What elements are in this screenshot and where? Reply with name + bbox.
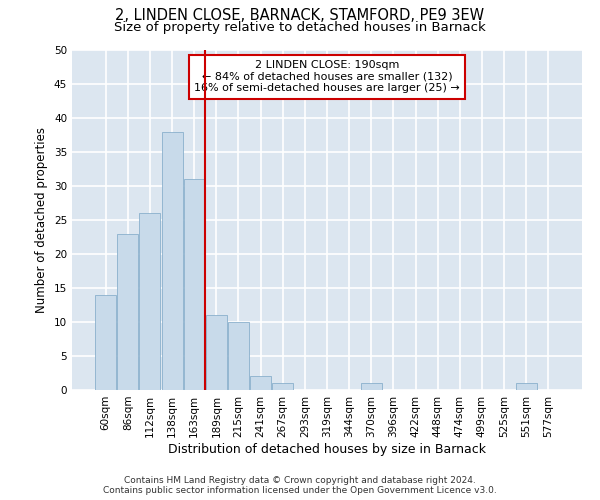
Bar: [206, 315, 227, 390]
Bar: [228, 322, 249, 390]
Bar: [161, 132, 182, 390]
Text: 2, LINDEN CLOSE, BARNACK, STAMFORD, PE9 3EW: 2, LINDEN CLOSE, BARNACK, STAMFORD, PE9 …: [115, 8, 485, 22]
Bar: [118, 234, 139, 390]
Bar: [272, 383, 293, 390]
Bar: [139, 213, 160, 390]
Bar: [95, 295, 116, 390]
Bar: [250, 376, 271, 390]
Bar: [515, 383, 536, 390]
Text: 2 LINDEN CLOSE: 190sqm
← 84% of detached houses are smaller (132)
16% of semi-de: 2 LINDEN CLOSE: 190sqm ← 84% of detached…: [194, 60, 460, 94]
Bar: [184, 179, 205, 390]
Text: Size of property relative to detached houses in Barnack: Size of property relative to detached ho…: [114, 21, 486, 34]
Y-axis label: Number of detached properties: Number of detached properties: [35, 127, 49, 313]
Text: Contains HM Land Registry data © Crown copyright and database right 2024.
Contai: Contains HM Land Registry data © Crown c…: [103, 476, 497, 495]
X-axis label: Distribution of detached houses by size in Barnack: Distribution of detached houses by size …: [168, 442, 486, 456]
Bar: [361, 383, 382, 390]
